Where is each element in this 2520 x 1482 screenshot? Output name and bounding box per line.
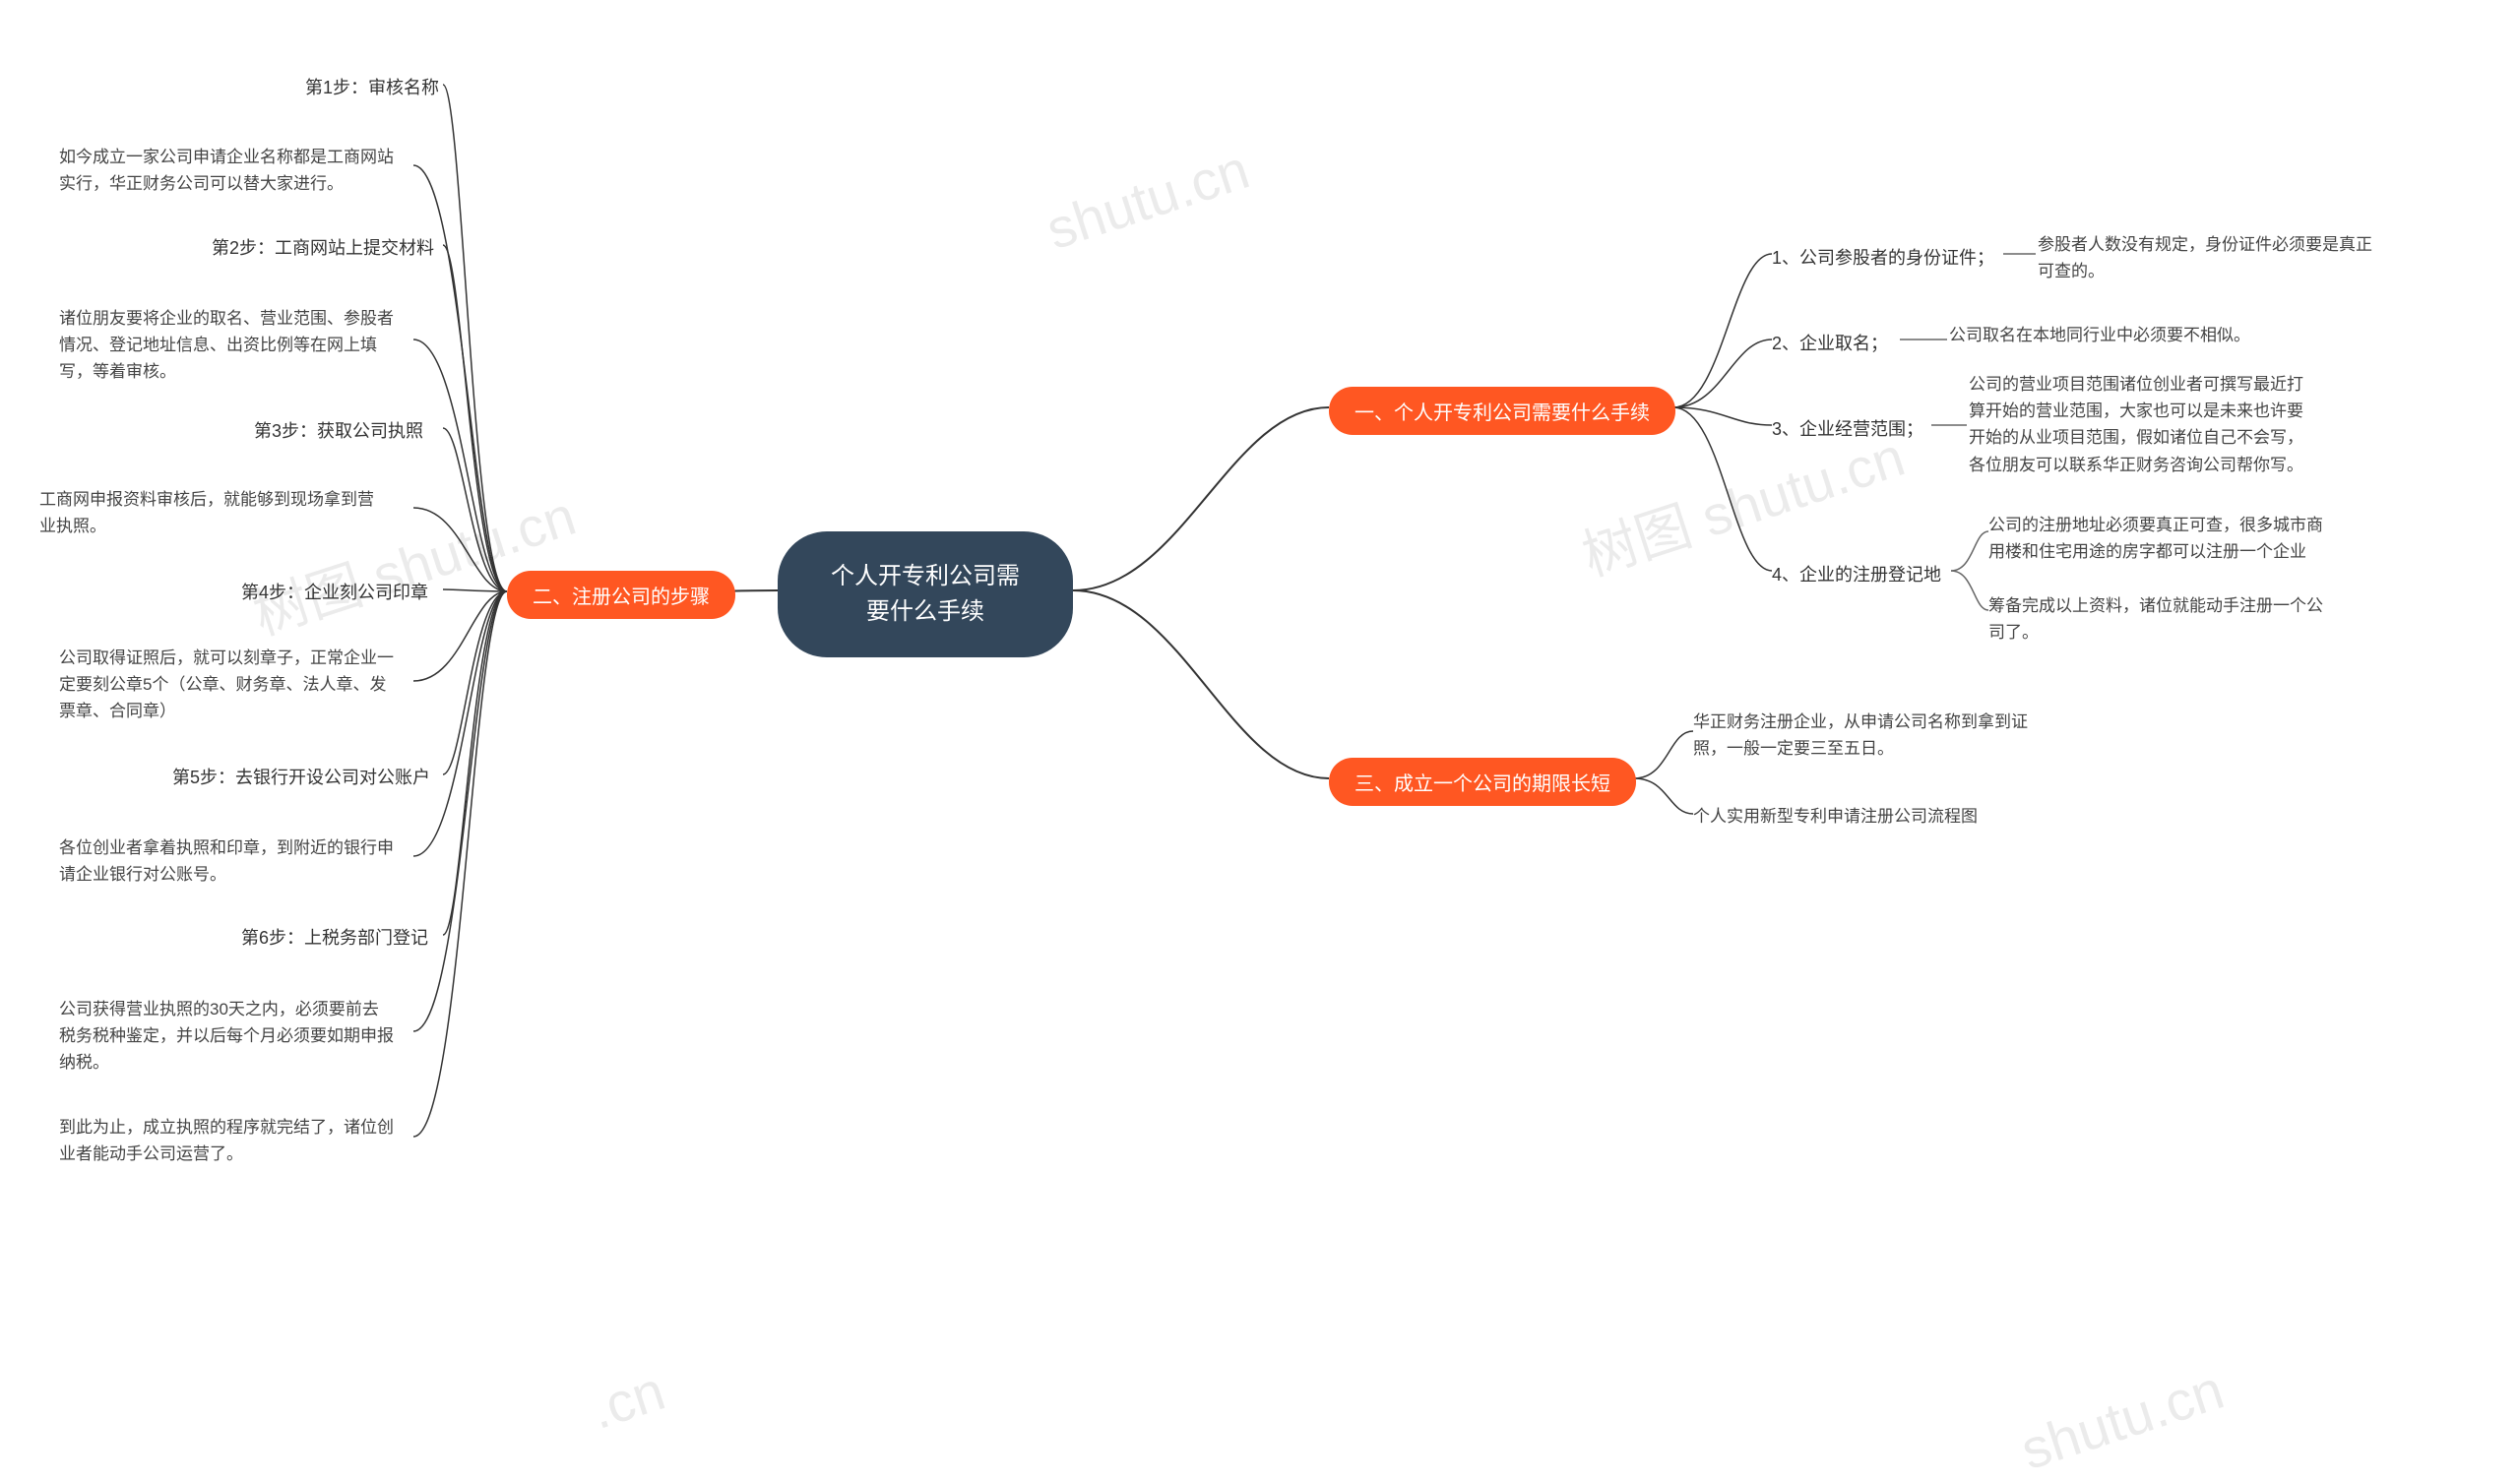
b2-desc-2: 诸位朋友要将企业的取名、营业范围、参股者情况、登记地址信息、出资比例等在网上填写…	[59, 305, 394, 386]
b2-step-5[interactable]: 第5步：去银行开设公司对公账户	[172, 764, 430, 789]
b1-sub-1[interactable]: 1、公司参股者的身份证件；	[1772, 244, 1994, 270]
branch-2[interactable]: 二、注册公司的步骤	[507, 571, 735, 619]
b2-desc-3: 工商网申报资料审核后，就能够到现场拿到营业执照。	[39, 486, 374, 539]
b1-sub-3-leaf: 公司的营业项目范围诸位创业者可撰写最近打算开始的营业范围，大家也可以是未来也许要…	[1969, 371, 2303, 478]
branch-3[interactable]: 三、成立一个公司的期限长短	[1329, 758, 1636, 806]
b3-leaf-2: 个人实用新型专利申请注册公司流程图	[1693, 803, 2028, 830]
b2-step-2[interactable]: 第2步：工商网站上提交材料	[212, 234, 434, 260]
b1-sub-4[interactable]: 4、企业的注册登记地	[1772, 561, 1941, 587]
b2-step-6[interactable]: 第6步：上税务部门登记	[241, 924, 428, 950]
b1-sub-3[interactable]: 3、企业经营范围；	[1772, 415, 1923, 441]
b2-conclusion: 到此为止，成立执照的程序就完结了，诸位创业者能动手公司运营了。	[59, 1114, 394, 1167]
watermark: .cn	[583, 1358, 672, 1442]
b1-sub-4-leaf-1: 公司的注册地址必须要真正可查，很多城市商用楼和住宅用途的房字都可以注册一个企业	[1988, 512, 2323, 565]
watermark: shutu.cn	[2013, 1357, 2231, 1482]
watermark: shutu.cn	[1039, 137, 1256, 262]
b1-sub-2-leaf: 公司取名在本地同行业中必须要不相似。	[1949, 322, 2284, 348]
b1-sub-4-leaf-2: 筹备完成以上资料，诸位就能动手注册一个公司了。	[1988, 592, 2323, 646]
b2-step-3[interactable]: 第3步：获取公司执照	[254, 417, 423, 443]
b2-desc-5: 各位创业者拿着执照和印章，到附近的银行申请企业银行对公账号。	[59, 834, 394, 888]
b2-step-1[interactable]: 第1步：审核名称	[305, 74, 439, 99]
b2-step-4[interactable]: 第4步：企业刻公司印章	[241, 579, 428, 604]
branch-1[interactable]: 一、个人开专利公司需要什么手续	[1329, 387, 1675, 435]
b3-leaf-1: 华正财务注册企业，从申请公司名称到拿到证照，一般一定要三至五日。	[1693, 709, 2028, 762]
b1-sub-1-leaf: 参股者人数没有规定，身份证件必须要是真正可查的。	[2038, 231, 2372, 284]
b2-desc-1: 如今成立一家公司申请企业名称都是工商网站实行，华正财务公司可以替大家进行。	[59, 144, 394, 197]
mindmap-canvas: 个人开专利公司需要什么手续 一、个人开专利公司需要什么手续 1、公司参股者的身份…	[0, 0, 2520, 1418]
b2-desc-4: 公司取得证照后，就可以刻章子，正常企业一定要刻公章5个（公章、财务章、法人章、发…	[59, 645, 394, 725]
b1-sub-2[interactable]: 2、企业取名；	[1772, 330, 1888, 355]
root-node[interactable]: 个人开专利公司需要什么手续	[778, 531, 1073, 657]
b2-desc-6: 公司获得营业执照的30天之内，必须要前去税务税种鉴定，并以后每个月必须要如期申报…	[59, 996, 394, 1077]
